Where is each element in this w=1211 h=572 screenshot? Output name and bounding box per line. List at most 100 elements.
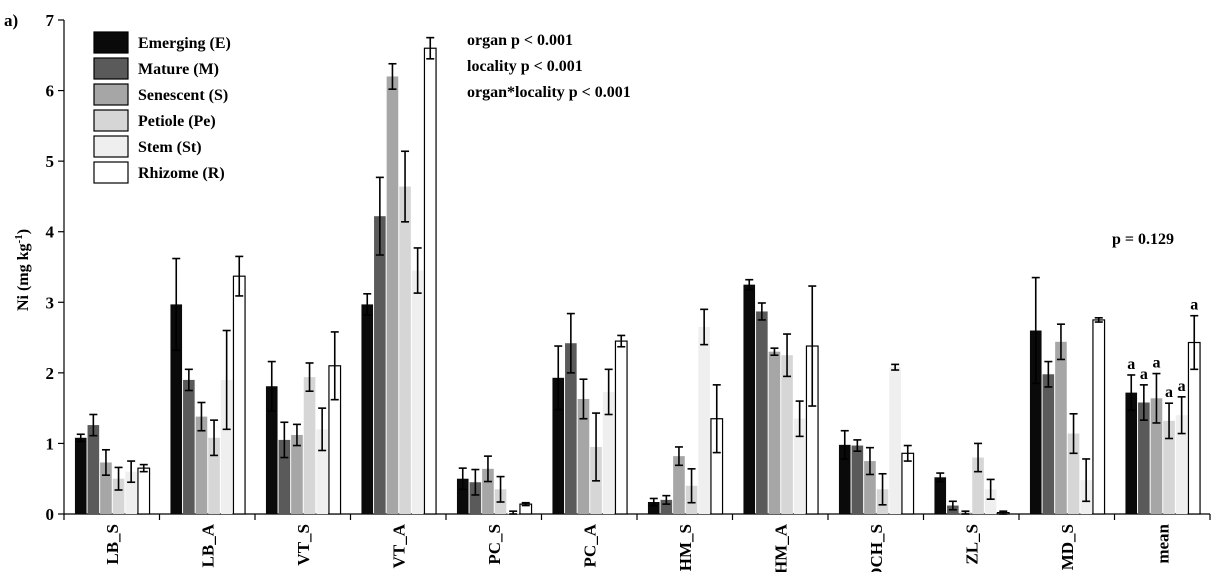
bar-PC_A-1 (565, 343, 577, 514)
stats-locality: locality p < 0.001 (467, 58, 583, 75)
bar-HM_A-3 (781, 355, 793, 514)
x-tick-label-ZL_S: ZL_S (962, 524, 981, 565)
bar-MD_S-1 (1042, 374, 1055, 514)
bar-mean-3 (1163, 420, 1175, 514)
legend-swatch-4 (93, 135, 129, 158)
bar-OCH_S-4 (889, 367, 901, 514)
bar-PC_A-5 (614, 340, 628, 515)
bar-VT_A-4 (411, 270, 424, 514)
bar-MD_S-0 (1029, 330, 1042, 514)
bar-HM_A-1 (756, 311, 768, 514)
legend-label-1: Mature (M) (138, 61, 219, 78)
bar-HM_A-0 (743, 284, 756, 514)
bar-HM_S-4 (698, 326, 710, 514)
legend-label-4: Stem (St) (138, 139, 202, 156)
bar-PC_S-1 (469, 482, 482, 514)
stats-organ: organ p < 0.001 (467, 32, 573, 49)
y-tick-label-3: 3 (46, 293, 55, 312)
bar-VT_A-0 (361, 304, 374, 514)
bar-PC_S-2 (482, 468, 494, 514)
bar-ZL_S-4 (984, 489, 997, 514)
bar-VT_S-2 (291, 434, 303, 514)
bar-VT_S-1 (278, 439, 291, 514)
bar-MD_S-2 (1055, 341, 1067, 514)
y-tick-label-6: 6 (46, 82, 55, 101)
y-tick-label-4: 4 (46, 223, 55, 242)
mean-letter-5: a (1190, 297, 1198, 314)
bar-ZL_S-3 (972, 457, 984, 514)
bar-VT_A-3 (399, 186, 411, 514)
legend-swatch-2 (93, 83, 129, 106)
bar-HM_S-0 (647, 502, 660, 514)
bar-LB_A-2 (195, 416, 208, 514)
bar-mean-1 (1138, 402, 1150, 514)
bar-VT_S-0 (265, 386, 278, 514)
bars-layer (74, 36, 1201, 515)
bar-VT_A-5 (423, 47, 437, 515)
x-tick-label-HM_S: HM_S (676, 524, 695, 571)
bar-LB_S-4 (125, 471, 137, 514)
bar-PC_S-0 (456, 478, 469, 514)
bar-LB_A-0 (170, 304, 183, 514)
bar-HM_S-1 (660, 499, 673, 514)
bar-OCH_S-1 (851, 445, 864, 514)
bar-OCH_S-2 (864, 461, 876, 514)
bar-HM_A-2 (768, 351, 781, 514)
legend-swatch-3 (93, 109, 129, 132)
y-axis-label: Ni (mg kg-1) (13, 229, 32, 311)
x-tick-label-mean: mean (1153, 523, 1172, 563)
bar-VT_S-3 (303, 377, 316, 514)
mean-letter-3: a (1165, 384, 1173, 401)
x-tick-label-PC_S: PC_S (485, 524, 504, 565)
bar-LB_S-2 (100, 462, 112, 514)
x-tick-label-OCH_S: OCH_S (867, 524, 886, 572)
y-tick-label-0: 0 (46, 505, 55, 524)
legend-label-5: Rhizome (R) (138, 165, 225, 182)
y-axis-label-main: Ni (mg kg (15, 243, 32, 311)
bar-LB_S-1 (87, 425, 100, 514)
legend-swatch-5 (93, 161, 129, 184)
legend-label-0: Emerging (E) (138, 35, 231, 52)
bar-MD_S-5 (1092, 319, 1106, 515)
mean-letter-0: a (1127, 356, 1135, 373)
p-value-mean: p = 0.129 (1112, 231, 1174, 248)
y-axis-label-superscript: -1 (13, 234, 25, 243)
x-tick-label-HM_A: HM_A (771, 523, 790, 572)
bar-mean-2 (1150, 398, 1163, 514)
x-tick-label-VT_A: VT_A (389, 523, 408, 568)
x-tick-label-MD_S: MD_S (1058, 524, 1077, 570)
bar-PC_A-0 (552, 377, 565, 514)
bar-mean-4 (1175, 415, 1188, 514)
y-tick-label-2: 2 (46, 364, 55, 383)
bar-LB_S-3 (112, 478, 125, 514)
mean-letter-2: a (1152, 355, 1160, 372)
mean-letter-1: a (1140, 366, 1148, 383)
x-tick-label-LB_A: LB_A (198, 523, 217, 567)
x-tick-label-LB_S: LB_S (103, 524, 122, 565)
panel-label: a) (4, 11, 18, 30)
chart-frame: 0 1 2 3 4 5 6 7 (46, 11, 1211, 524)
bar-VT_A-2 (386, 76, 399, 514)
bar-MD_S-3 (1067, 433, 1080, 514)
legend-label-2: Senescent (S) (138, 87, 228, 104)
legend: Emerging (E) Mature (M) Senescent (S) Petio… (93, 31, 231, 184)
bar-VT_A-1 (374, 216, 386, 514)
stats-interaction: organ*locality p < 0.001 (467, 84, 631, 101)
legend-swatch-0 (93, 31, 129, 54)
y-tick-label-5: 5 (46, 152, 55, 171)
y-axis-label-close: ) (15, 229, 32, 234)
bar-LB_S-0 (74, 437, 87, 514)
bar-LB_A-3 (208, 437, 220, 514)
y-tick-label-7: 7 (46, 11, 55, 30)
bar-mean-0 (1125, 392, 1138, 514)
bar-OCH_S-0 (838, 444, 851, 514)
y-tick-label-1: 1 (46, 434, 55, 453)
legend-label-3: Petiole (Pe) (138, 113, 216, 130)
bar-LB_A-5 (232, 275, 246, 515)
x-tick-label-VT_S: VT_S (294, 524, 313, 566)
bar-PC_A-4 (602, 391, 615, 514)
bar-LB_A-4 (220, 379, 233, 514)
x-tick-label-PC_A: PC_A (580, 523, 599, 567)
bar-PC_A-2 (577, 398, 590, 514)
